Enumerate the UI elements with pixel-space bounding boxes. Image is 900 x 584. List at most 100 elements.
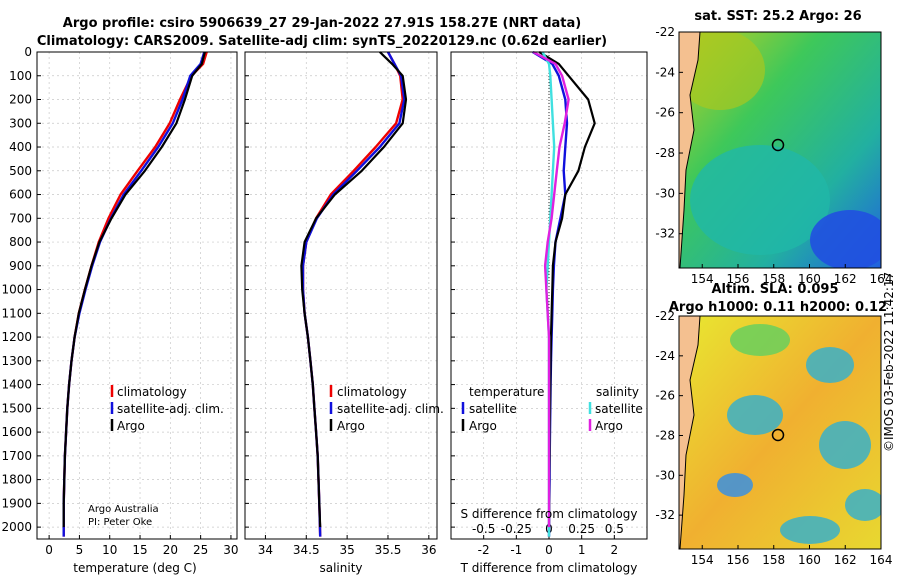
series-line-argo xyxy=(300,51,408,528)
map-x-tick-label: 164 xyxy=(870,272,893,286)
salinity-legend: climatology satellite-adj. clim. Argo xyxy=(329,385,444,433)
y-tick-label: 1000 xyxy=(1,283,32,297)
x-tick-label: 2 xyxy=(611,543,619,557)
sla-map-frame xyxy=(678,315,882,550)
sla-eddy xyxy=(806,347,854,383)
s-tick-label: 0.5 xyxy=(605,522,624,536)
x-tick-label: 34 xyxy=(258,543,273,557)
s-tick-label: 0.25 xyxy=(568,522,595,536)
legend-label-s-satellite: satellite xyxy=(595,402,643,416)
sst-patch-cyan xyxy=(690,145,830,255)
map-x-tick-label: 158 xyxy=(762,553,785,567)
profile-panels: 0100200300400500600700800900100011001200… xyxy=(1,45,648,557)
x-tick-label: 0 xyxy=(45,543,53,557)
sla-map-title2: Argo h1000: 0.11 h2000: 0.12 xyxy=(669,300,887,315)
sla-map: Altim. SLA: 0.095 Argo h1000: 0.11 h2000… xyxy=(655,282,892,567)
map-y-tick-label: -30 xyxy=(655,468,675,482)
difference-axes-frame xyxy=(450,51,648,540)
difference-xlabel-top: S difference from climatology xyxy=(461,507,638,521)
map-y-tick-label: -28 xyxy=(655,428,675,442)
map-x-tick-label: 154 xyxy=(691,553,714,567)
map-x-tick-label: 160 xyxy=(798,553,821,567)
sst-map-ticks: 154 156 158 160 162 164 -22 -24 -26 -28 -30 -32 xyxy=(655,25,892,286)
x-tick-label: -1 xyxy=(510,543,522,557)
legend-label-argo: Argo xyxy=(117,419,145,433)
difference-legend: temperature salinity satellite Argo sate… xyxy=(461,385,643,433)
map-x-tick-label: 162 xyxy=(834,272,857,286)
difference-panel: -2 -1 0 1 2-0.5 -0.25 0 0.25 0.5 xyxy=(450,50,648,557)
salinity-axes-frame xyxy=(244,51,438,540)
profile-location-marker xyxy=(771,138,785,152)
y-tick-label: 200 xyxy=(9,93,32,107)
y-tick-label: 1400 xyxy=(1,378,32,392)
x-tick-label: 36 xyxy=(421,543,436,557)
y-tick-label: 1300 xyxy=(1,354,32,368)
y-tick-label: 700 xyxy=(9,211,32,225)
y-tick-label: 1600 xyxy=(1,425,32,439)
timestamp: ©IMOS 03-Feb-2022 11:42:17 xyxy=(882,272,896,452)
s-tick-label: -0.25 xyxy=(501,522,532,536)
legend-label-satellite: satellite-adj. clim. xyxy=(337,402,444,416)
sla-eddy xyxy=(845,489,881,521)
map-x-tick-label: 156 xyxy=(727,272,750,286)
map-x-tick-label: 162 xyxy=(834,553,857,567)
coastline-land xyxy=(679,32,701,268)
x-tick-label: 5 xyxy=(76,543,84,557)
x-tick-label: -2 xyxy=(478,543,490,557)
y-tick-label: 300 xyxy=(9,116,32,130)
coastline-land xyxy=(679,316,701,549)
difference-xlabel: T difference from climatology xyxy=(460,561,638,575)
profile-location-marker xyxy=(771,428,785,442)
salinity-panel: 34 34.5 35 35.5 36 xyxy=(244,51,438,557)
y-tick-label: 600 xyxy=(9,188,32,202)
chart-title-line1: Argo profile: csiro 5906639_27 29-Jan-20… xyxy=(63,16,581,31)
legend-label-satellite: satellite-adj. clim. xyxy=(117,402,224,416)
sla-eddy xyxy=(819,421,871,469)
series-line-argo xyxy=(62,51,206,528)
sst-map: sat. SST: 25.2 Argo: 26 154 156 158 160 162 1… xyxy=(655,9,892,286)
credit-line2: PI: Peter Oke xyxy=(88,517,152,528)
sla-map-title: Altim. SLA: 0.095 xyxy=(712,282,839,297)
series-line-s-argo xyxy=(532,50,570,528)
map-y-tick-label: -32 xyxy=(655,227,675,241)
map-x-tick-label: 164 xyxy=(870,553,893,567)
map-y-tick-label: -24 xyxy=(655,65,675,79)
sla-map-ticks: 154 156 158 160 162 164 -22 -24 -26 -28 -30 -32 xyxy=(655,309,892,567)
legend-label-t-argo: Argo xyxy=(469,419,497,433)
y-tick-label: 1100 xyxy=(1,306,32,320)
temperature-legend: climatology satellite-adj. clim. Argo xyxy=(110,385,224,433)
x-tick-label: 10 xyxy=(102,543,117,557)
sst-patch-blue xyxy=(810,210,881,268)
chart-title-line2: Climatology: CARS2009. Satellite-adj cli… xyxy=(37,34,607,49)
map-x-tick-label: 158 xyxy=(762,272,785,286)
x-tick-label: 35.5 xyxy=(375,543,402,557)
y-tick-label: 100 xyxy=(9,69,32,83)
x-tick-label: 0 xyxy=(545,543,553,557)
x-tick-label: 34.5 xyxy=(293,543,320,557)
x-tick-label: 30 xyxy=(223,543,238,557)
temperature-xlabel: temperature (deg C) xyxy=(73,561,196,575)
x-tick-label: 1 xyxy=(578,543,586,557)
legend-label-s-argo: Argo xyxy=(595,419,623,433)
sst-map-frame xyxy=(678,31,882,269)
map-y-tick-label: -24 xyxy=(655,349,675,363)
s-tick-label: -0.5 xyxy=(472,522,495,536)
legend-header-salinity: salinity xyxy=(596,385,639,399)
map-x-tick-label: 154 xyxy=(691,272,714,286)
y-tick-label: 2000 xyxy=(1,520,32,534)
temperature-panel: 0100200300400500600700800900100011001200… xyxy=(1,45,238,557)
x-tick-label: 15 xyxy=(132,543,147,557)
credit-line1: Argo Australia xyxy=(88,504,159,515)
y-tick-label: 500 xyxy=(9,164,32,178)
sla-eddy xyxy=(717,473,753,497)
legend-label-climatology: climatology xyxy=(337,385,407,399)
x-tick-label: 35 xyxy=(339,543,354,557)
legend-label-argo: Argo xyxy=(337,419,365,433)
map-y-tick-label: -22 xyxy=(655,25,675,39)
legend-header-temperature: temperature xyxy=(469,385,544,399)
y-tick-label: 1700 xyxy=(1,449,32,463)
y-tick-label: 1500 xyxy=(1,401,32,415)
legend-label-climatology: climatology xyxy=(117,385,187,399)
map-y-tick-label: -28 xyxy=(655,146,675,160)
